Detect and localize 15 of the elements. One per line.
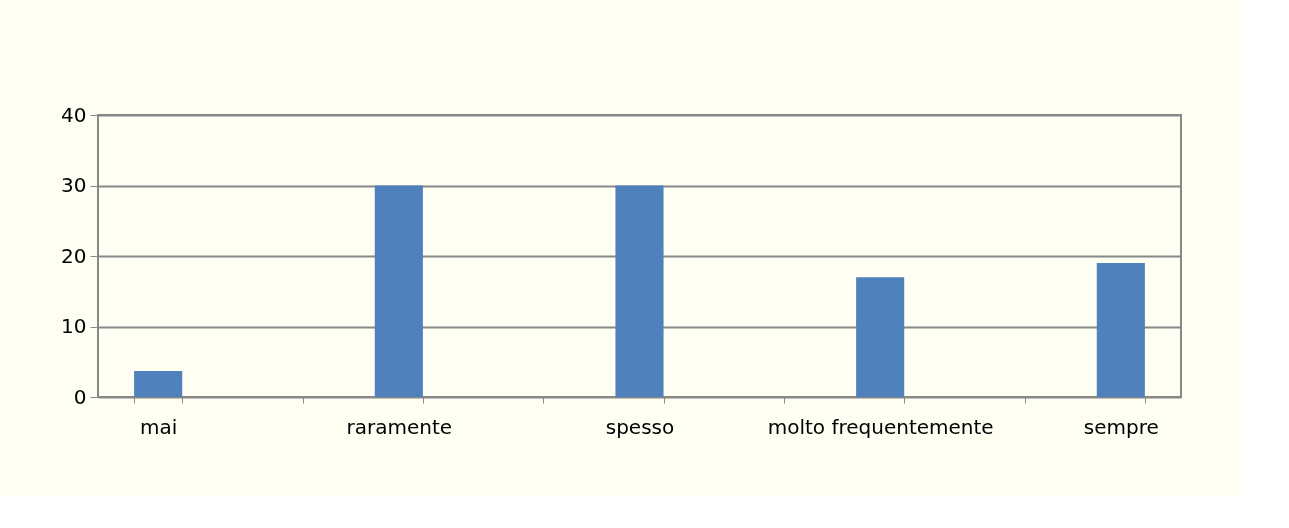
y-tick-label: 20 bbox=[61, 243, 87, 268]
x-tick-label: spesso bbox=[605, 414, 675, 439]
bar bbox=[856, 277, 905, 397]
x-tick-label: raramente bbox=[346, 414, 453, 439]
bar bbox=[134, 370, 183, 397]
bar bbox=[1096, 263, 1145, 397]
y-tick-label: 40 bbox=[61, 102, 87, 127]
x-tick-label: molto frequentemente bbox=[767, 414, 994, 439]
y-tick-label: 0 bbox=[73, 384, 87, 409]
y-tick-label: 10 bbox=[61, 314, 87, 338]
y-tick-label: 30 bbox=[61, 173, 87, 197]
bar bbox=[374, 185, 423, 397]
bar bbox=[615, 185, 664, 397]
x-tick-label: mai bbox=[140, 414, 178, 439]
x-tick-label: sempre bbox=[1083, 414, 1159, 439]
